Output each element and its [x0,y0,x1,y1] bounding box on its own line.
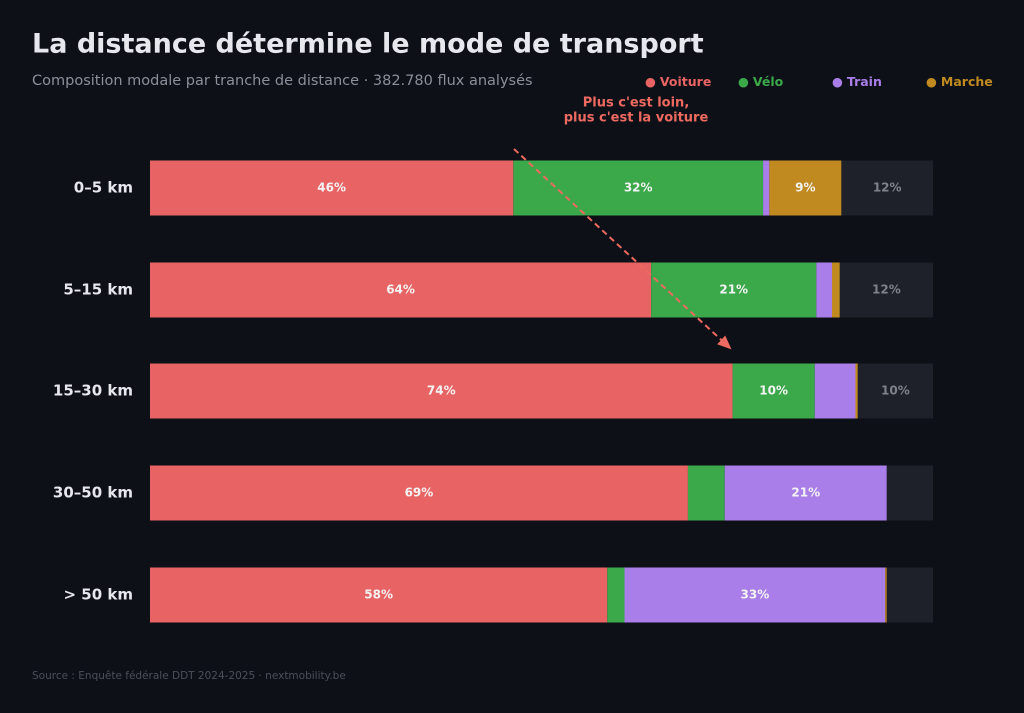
bar-segment [150,160,514,216]
legend-entry: ● Voiture [645,74,711,89]
annotation: Plus c'est loin, [583,96,690,111]
bar-segment [150,465,688,521]
annotation-arrow [513,148,732,350]
legend-entry: ● Train [832,74,882,89]
legend-label: Train [847,74,882,89]
data-label: 32% [624,181,653,195]
chart-title: La distance détermine le mode de transpo… [32,29,704,60]
bar-segment [624,567,886,623]
bar-segment [150,363,733,419]
data-label: 10% [759,384,788,398]
legend-label: Marche [941,74,993,89]
bar-segment [831,262,840,318]
data-label: 12% [872,283,901,297]
bar-segment [150,262,652,318]
source: Source : Enquête fédérale DDT 2024-2025 … [32,670,346,682]
bar-segment [150,567,608,623]
legend-entry: ● Vélo [738,74,784,89]
data-label: 21% [791,486,820,500]
data-label: 58% [364,588,393,602]
data-label: 9% [795,181,815,195]
subtitle: Composition modale par tranche de distan… [32,73,533,89]
legend-marker: ● [832,74,843,89]
data-label: 69% [405,486,434,500]
bar-segment [763,160,770,216]
bar-segment [687,465,725,521]
legend-marker: ● [926,74,937,89]
y-tick-label: 0–5 km [74,179,133,197]
legend-marker: ● [645,74,656,89]
bar-segment [841,160,933,216]
data-label: 46% [317,181,346,195]
y-tick-label: 30–50 km [53,484,133,502]
bar-segment [886,465,933,521]
bar-segment [839,262,933,318]
data-label: 12% [873,181,902,195]
y-tick-label: > 50 km [64,586,134,604]
bar-segment [651,262,817,318]
bar-segment [886,567,933,623]
bar-segment [816,262,832,318]
bar-segment [857,363,933,419]
annotation: plus c'est la voiture [564,111,709,126]
bar-segment [855,363,858,419]
data-label: 74% [427,384,456,398]
bar-segment [885,567,887,623]
bar-segment [732,363,815,419]
legend-label: Vélo [753,74,784,89]
data-label: 10% [881,384,910,398]
bar-segment [769,160,842,216]
bar-segment [724,465,887,521]
y-tick-label: 15–30 km [53,382,133,400]
data-label: 21% [719,283,748,297]
bar-segment [513,160,764,216]
bar-segment [607,567,625,623]
legend-entry: ● Marche [926,74,993,89]
y-tick-label: 5–15 km [63,281,133,299]
legend-label: Voiture [660,74,711,89]
data-label: 64% [386,283,415,297]
legend-marker: ● [738,74,749,89]
bar-segment [814,363,856,419]
data-label: 33% [741,588,770,602]
